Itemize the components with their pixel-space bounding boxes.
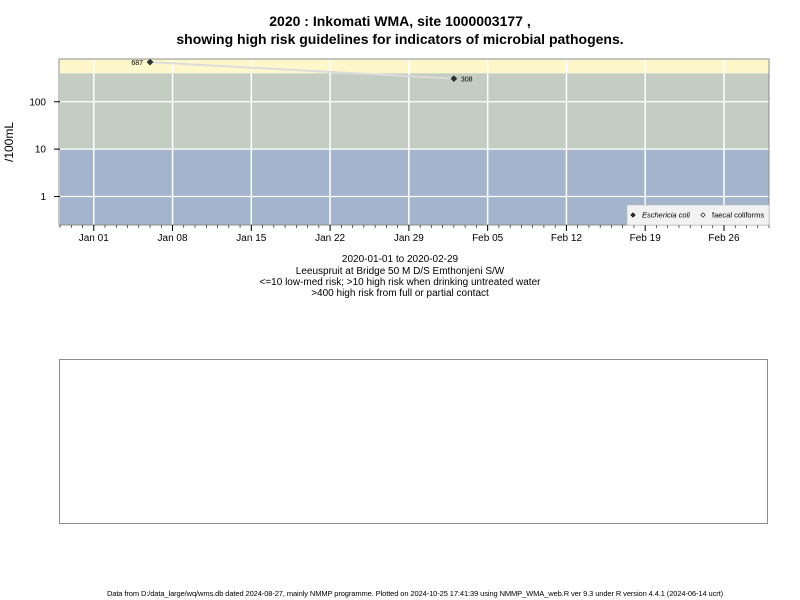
x-tick-label-5: Feb 05 [472, 233, 504, 244]
data-label-0-1: 308 [461, 77, 473, 84]
legend-entry-1: faecal coliforms [712, 211, 764, 220]
y-tick-label-1: 10 [35, 145, 47, 156]
y-tick-label-2: 100 [29, 97, 46, 108]
risk-band-1 [60, 73, 769, 150]
x-tick-label-1: Jan 08 [158, 233, 188, 244]
x-tick-label-4: Jan 29 [394, 233, 424, 244]
risk-band-2 [60, 59, 769, 74]
chart-title-line-2: showing high risk guidelines for indicat… [176, 31, 624, 47]
site-name-text: Leeuspruit at Bridge 50 M D/S Emthonjeni… [295, 266, 505, 277]
y-axis-label: /100mL [2, 122, 16, 162]
footer-note: Data from D:/data_large/wq/wms.db dated … [106, 589, 724, 598]
legend-marker-1 [700, 212, 706, 218]
legend-marker-0 [630, 212, 636, 218]
data-point-0-0 [146, 58, 154, 66]
guideline-drinking-text: <=10 low-med risk; >10 high risk when dr… [259, 277, 541, 288]
data-label-0-0: 687 [131, 60, 143, 67]
legend-entry-0: Eschericia coli [642, 211, 690, 220]
x-tick-label-3: Jan 22 [315, 233, 345, 244]
data-point-0-1 [450, 75, 458, 82]
risk-chart: 687 308 Jan 01 Jan 08 Jan 15 Jan 22 Jan 29 Feb… [2, 58, 770, 244]
x-tick-label-2: Jan 15 [236, 233, 266, 244]
plot-frame [58, 58, 770, 226]
series-line-0 [149, 61, 454, 80]
x-tick-label-6: Feb 12 [551, 233, 583, 244]
guideline-contact-text: >400 high risk from full or partial cont… [311, 288, 489, 299]
legend-box [626, 204, 770, 226]
empty-second-plot-panel [59, 359, 768, 524]
x-tick-label-7: Feb 19 [630, 233, 662, 244]
date-range-text: 2020-01-01 to 2020-02-29 [341, 254, 459, 265]
x-tick-label-0: Jan 01 [79, 233, 109, 244]
y-tick-label-0: 1 [40, 192, 46, 203]
chart-title-line-1: 2020 : Inkomati WMA, site 1000003177 , [269, 13, 531, 29]
x-tick-label-8: Feb 26 [708, 233, 740, 244]
